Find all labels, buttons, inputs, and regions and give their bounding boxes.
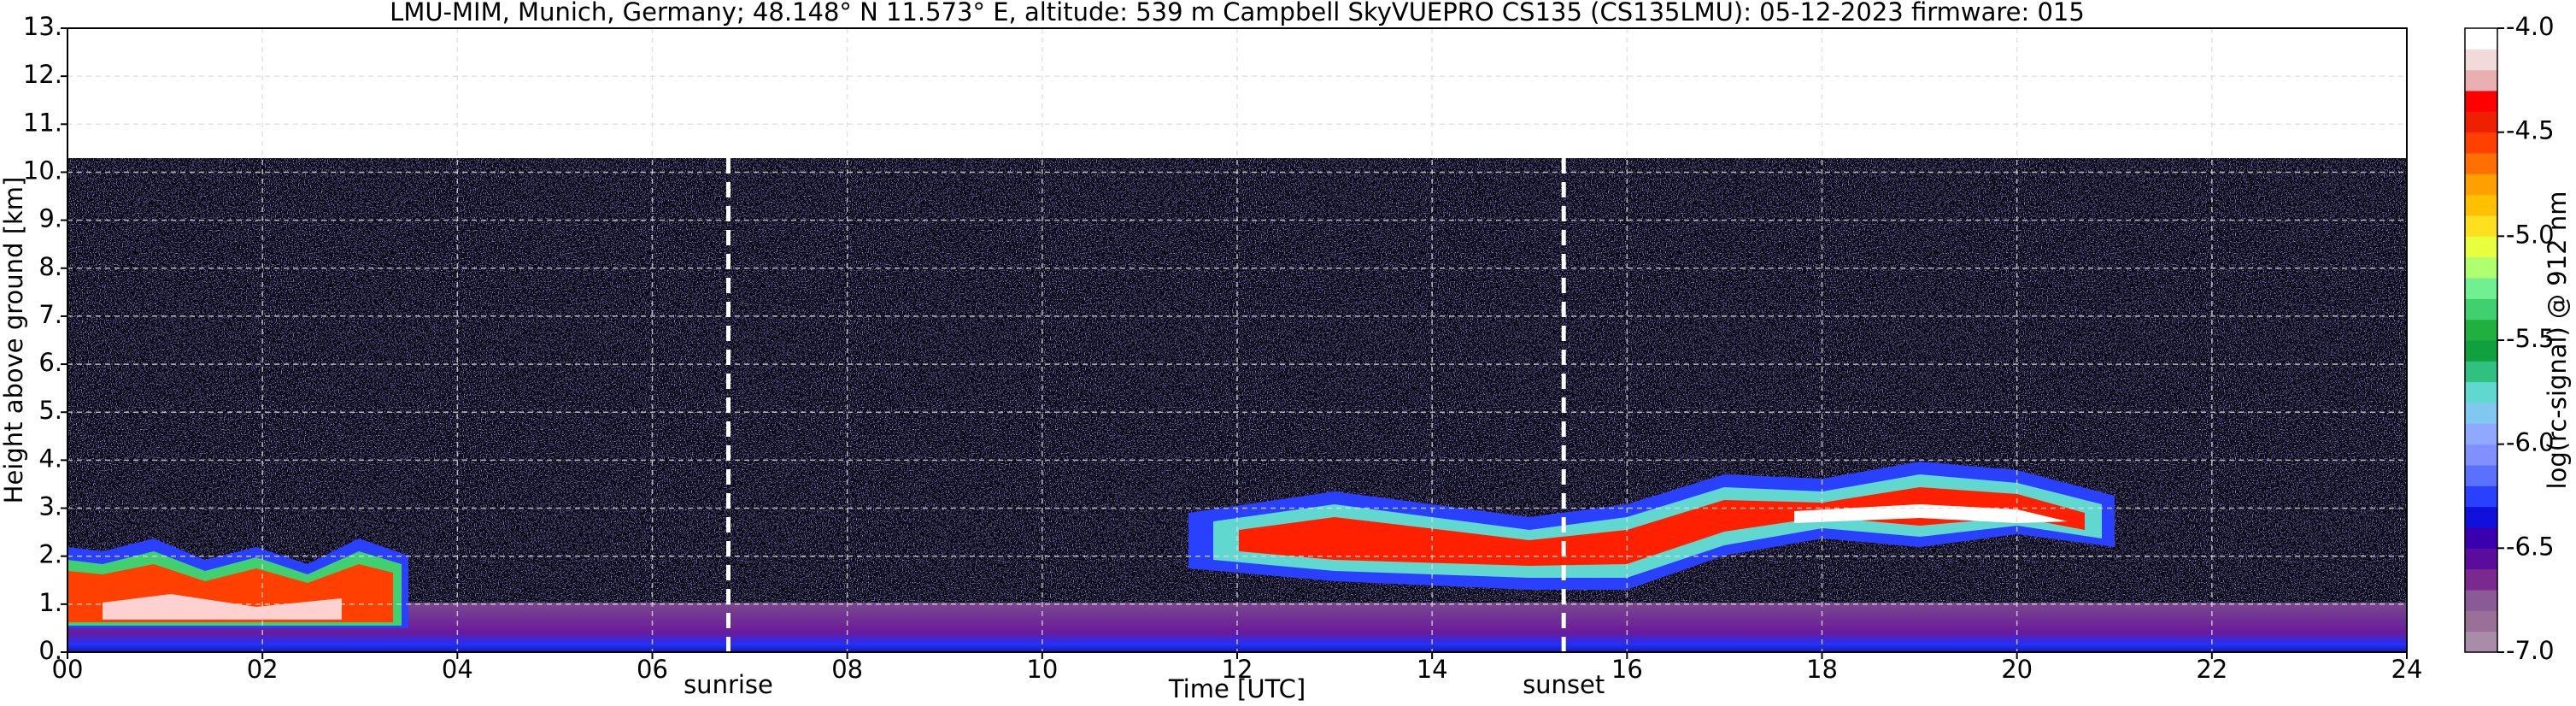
y-tick-label: 9. [38,204,62,233]
y-tick-label: 2. [38,540,62,569]
colorbar-segment [2465,381,2497,403]
colorbar-segment [2465,340,2497,362]
x-tick-label: 14 [1417,655,1448,684]
y-tick-label: 12. [23,60,62,89]
y-tick-label: 10. [23,156,62,185]
colorbar-segment [2465,298,2497,321]
colorbar-tick-label: -7.0 [2506,636,2555,665]
colorbar-tick-label: -4.0 [2506,12,2555,41]
colorbar-segment [2465,590,2497,611]
y-tick-label: 11. [23,108,62,137]
x-tick-label: 00 [52,655,84,684]
colorbar-segment [2465,506,2497,528]
colorbar-segment [2465,610,2497,632]
colorbar-tick-label: -4.5 [2506,116,2555,145]
x-tick-label: 16 [1611,655,1643,684]
x-tick-label: 10 [1026,655,1058,684]
colorbar-segment [2465,215,2497,237]
colorbar-segment [2465,91,2497,112]
y-tick-label: 4. [38,444,62,473]
y-tick-label: 7. [38,300,62,329]
colorbar-segment [2465,527,2497,549]
y-tick-label: 8. [38,252,62,281]
x-tick-label: 04 [442,655,473,684]
colorbar-segment [2465,174,2497,196]
y-axis-label: Height above ground [km] [0,177,28,504]
colorbar-segment [2465,132,2497,154]
x-axis-label: Time [UTC] [1168,674,1306,703]
y-tick-label: 5. [38,396,62,425]
colorbar-segment [2465,278,2497,299]
colorbar-segment [2465,194,2497,216]
x-tick-label: 18 [1806,655,1838,684]
colorbar-segment [2465,568,2497,591]
colorbar-label: log(rc-signal) @ 912 nm [2543,191,2572,490]
x-tick-label: 08 [831,655,863,684]
annotation-label: sunrise [684,670,773,699]
colorbar-tick-label: -6.0 [2506,428,2555,457]
colorbar-tick-label: -6.5 [2506,532,2555,561]
x-tick-label: 06 [637,655,668,684]
y-tick-label: 13. [23,12,62,41]
y-tick-label: 1. [38,588,62,617]
y-tick-label: 6. [38,348,62,377]
colorbar-segment [2465,403,2497,424]
colorbar-segment [2465,256,2497,279]
colorbar-segment [2465,49,2497,71]
x-tick-label: 20 [2001,655,2033,684]
colorbar-segment [2465,236,2497,258]
x-tick-label: 24 [2391,655,2423,684]
colorbar-tick-label: -5.0 [2506,220,2555,249]
x-tick-label: 02 [247,655,279,684]
colorbar-segment [2465,69,2497,91]
y-tick-label: 0. [38,636,62,665]
chart-title: LMU-MIM, Munich, Germany; 48.148° N 11.5… [390,0,2085,26]
colorbar-segment [2465,465,2497,486]
x-tick-label: 22 [2196,655,2227,684]
annotation-label: sunset [1523,670,1605,699]
colorbar-tick-label: -5.5 [2506,324,2555,353]
colorbar-segment [2465,631,2497,653]
colorbar-segment [2465,319,2497,341]
colorbar-segment [2465,111,2497,133]
colorbar-segment [2465,485,2497,508]
colorbar-segment [2465,548,2497,570]
colorbar-segment [2465,444,2497,466]
colorbar-segment [2465,423,2497,445]
colorbar-segment [2465,361,2497,383]
colorbar-segment [2465,153,2497,174]
colorbar-segment [2465,28,2497,50]
y-tick-label: 3. [38,492,62,521]
x-tick-label: 12 [1222,655,1253,684]
